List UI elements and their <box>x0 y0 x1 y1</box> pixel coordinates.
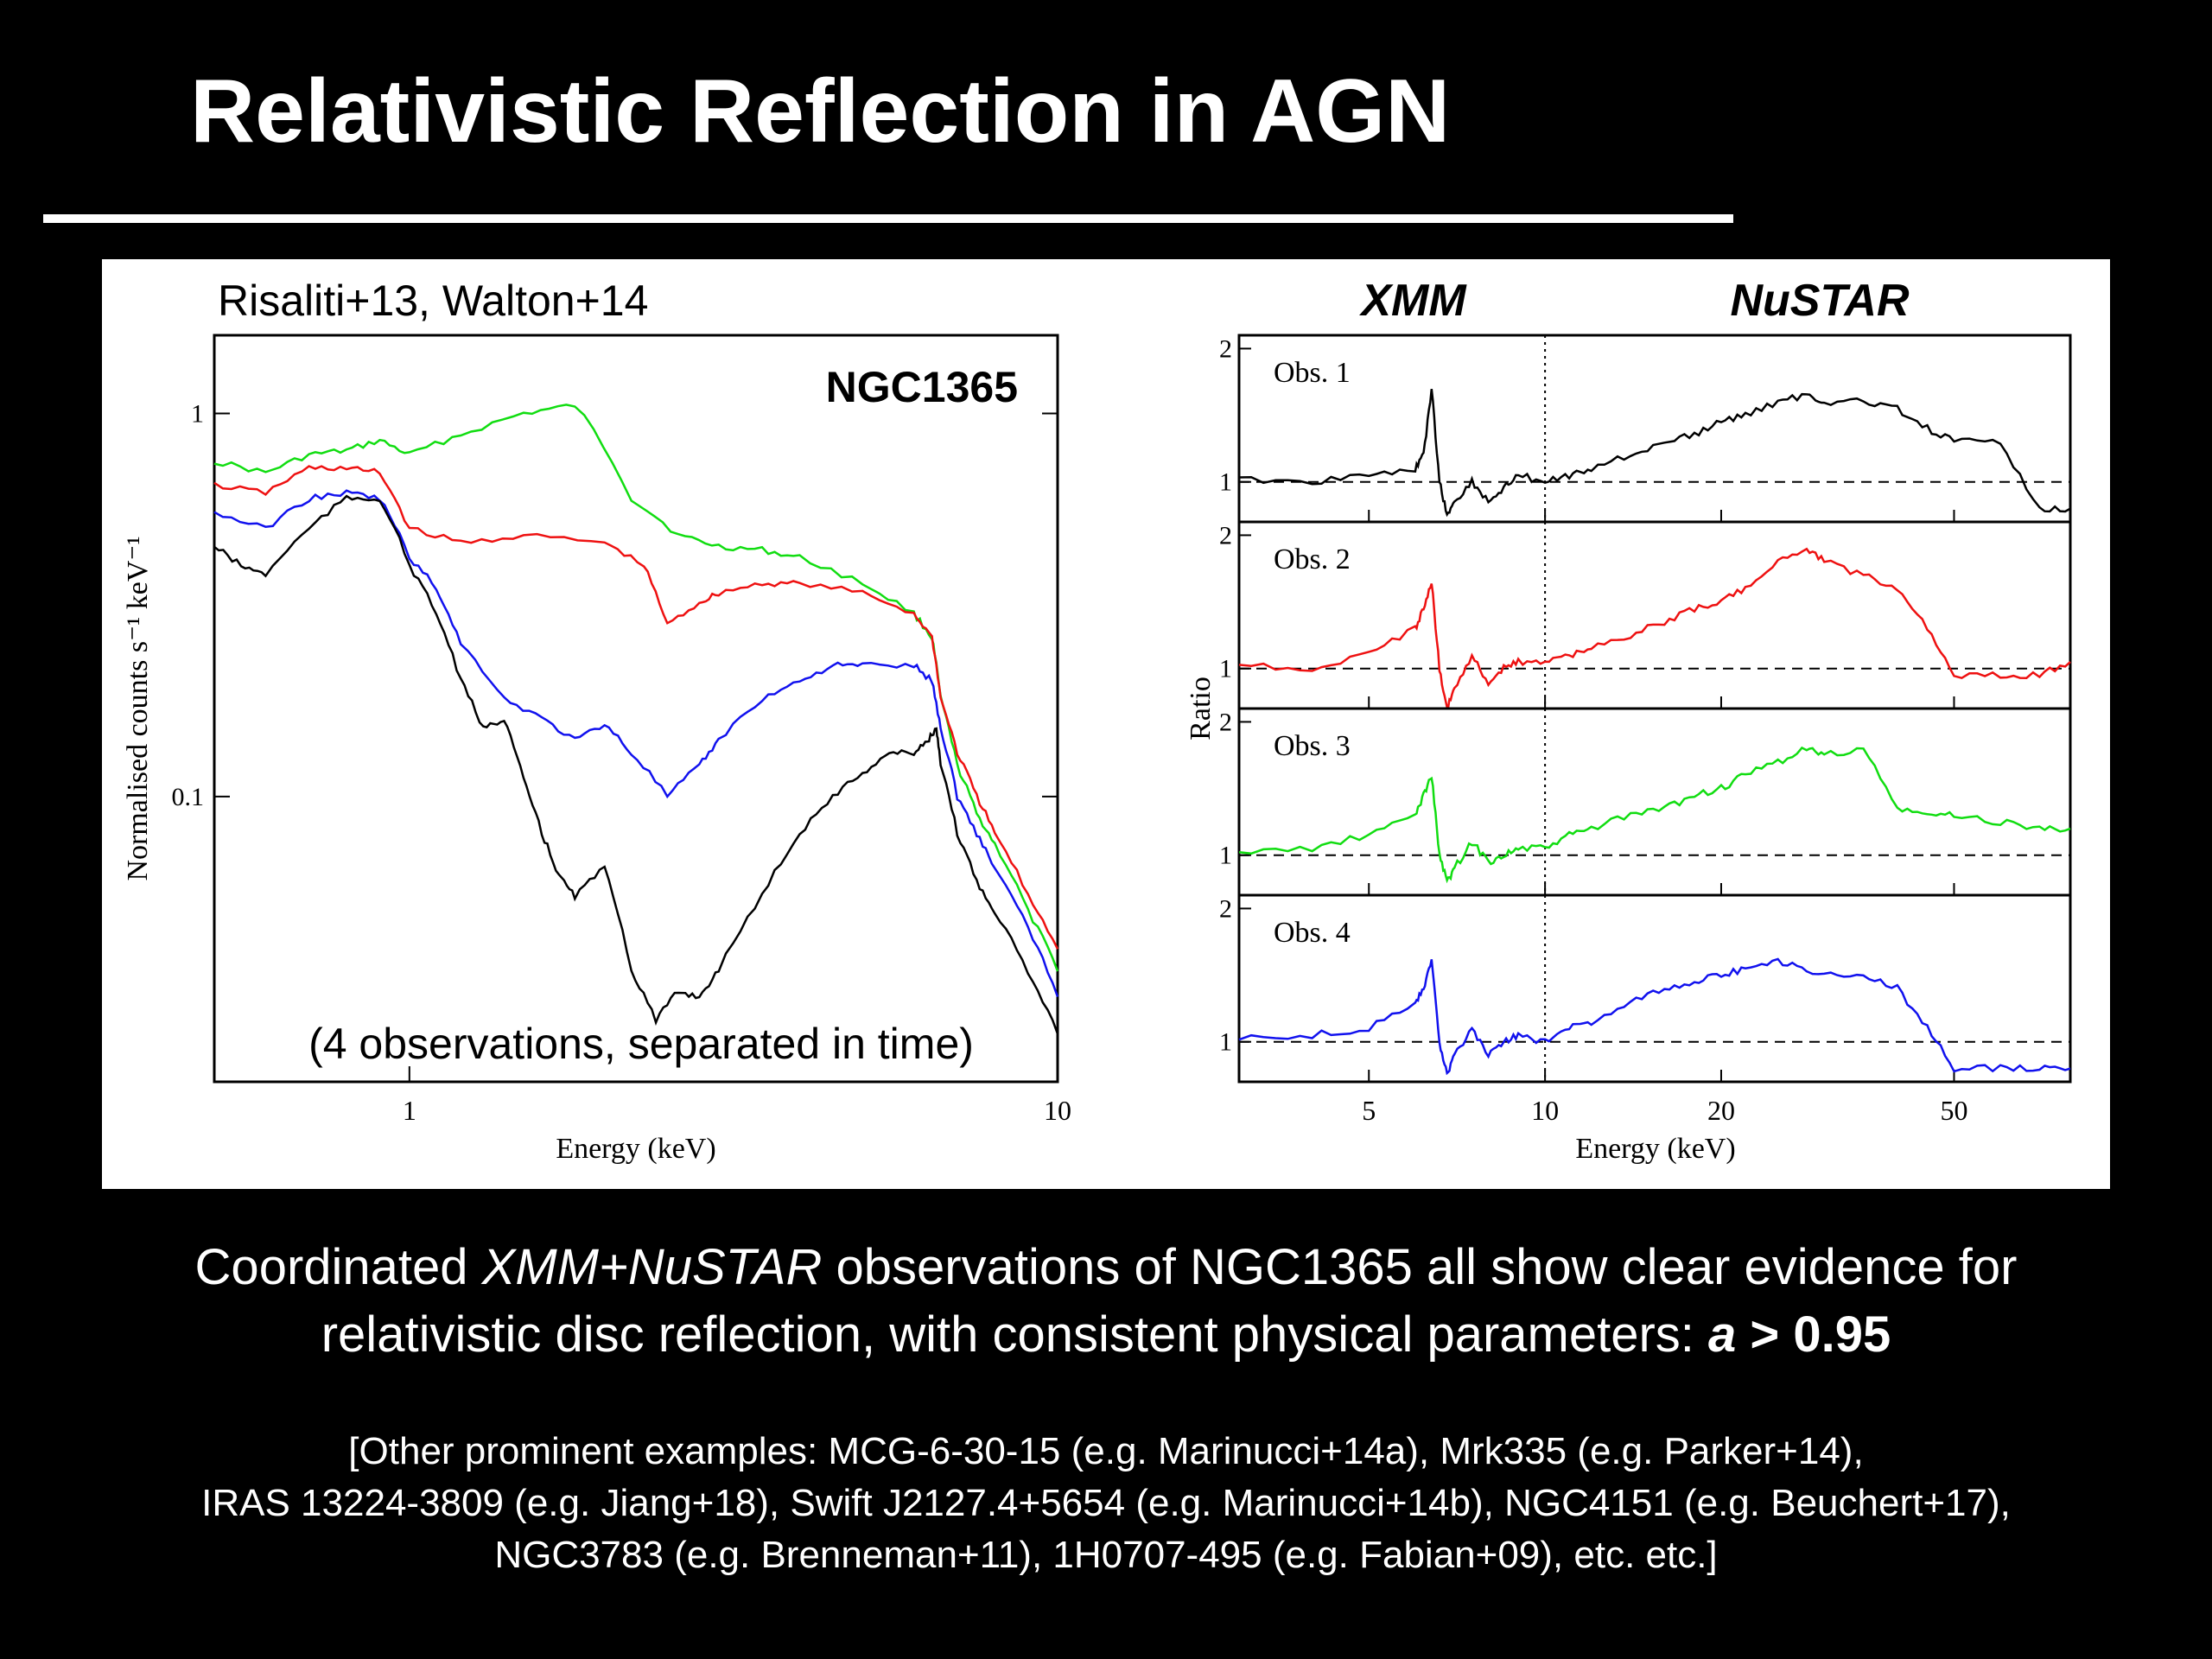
spectrum-line-obs4 <box>213 489 1059 998</box>
spectrum-x-tick-label: 10 <box>1044 1095 1071 1126</box>
slide-title: Relativistic Reflection in AGN <box>190 61 1451 162</box>
ratio-y-tick-label: 2 <box>1219 334 1232 363</box>
xmm-header: XMM <box>1358 276 1467 326</box>
ratio-x-tick-label: 10 <box>1531 1095 1559 1126</box>
ratio-y-tick-label: 2 <box>1219 894 1232 923</box>
ratio-panel-frame <box>1237 334 2072 524</box>
spectrum-y-tick-label: 0.1 <box>172 783 205 811</box>
spectrum-line-obs2 <box>213 465 1059 950</box>
caption-line1-pre: Coordinated <box>194 1239 482 1295</box>
ratio-y-axis-label: Ratio <box>1185 677 1217 741</box>
ratio-x-axis-label: Energy (keV) <box>1575 1133 1735 1165</box>
caption-spin-value: > 0.95 <box>1736 1306 1891 1363</box>
nustar-header: NuSTAR <box>1730 276 1909 326</box>
spectrum-plot-frame <box>213 334 1059 1084</box>
caption: Coordinated XMM+NuSTAR observations of N… <box>52 1234 2160 1369</box>
footnote-line-3: NGC3783 (e.g. Brenneman+11), 1H0707-495 … <box>494 1534 1718 1576</box>
ratio-panel-label: Obs. 1 <box>1274 357 1351 389</box>
ratio-y-tick-label: 2 <box>1219 708 1232 736</box>
ratio-line-obs1 <box>1238 389 2071 518</box>
ratio-panel-label: Obs. 3 <box>1274 730 1351 762</box>
ratio-panel-4: 1 2 Obs. 4 <box>1219 893 2072 1084</box>
footnote-line-1: [Other prominent examples: MCG-6-30-15 (… <box>348 1430 1864 1472</box>
ratio-y-tick-label: 1 <box>1219 842 1232 870</box>
source-name-label: NGC1365 <box>826 363 1018 411</box>
spectrum-y-tick-label: 1 <box>191 399 204 428</box>
ratio-y-tick-label: 2 <box>1219 521 1232 550</box>
spectrum-y-axis-label: Normalised counts s⁻¹ keV⁻¹ <box>122 536 154 880</box>
spectrum-line-obs1 <box>213 494 1059 1035</box>
ratio-panel-label: Obs. 2 <box>1274 543 1351 575</box>
ratio-panel-label: Obs. 4 <box>1274 917 1351 949</box>
caption-line2-pre: relativistic disc reflection, with consi… <box>321 1306 1709 1363</box>
ratio-chart: XMM NuSTAR Energy (keV) Ratio 1 2 Obs. 1 1 2… <box>1185 276 2072 1165</box>
spectrum-x-tick-label: 1 <box>403 1095 416 1126</box>
ratio-y-tick-label: 1 <box>1219 655 1232 683</box>
caption-line-2: relativistic disc reflection, with consi… <box>52 1301 2160 1369</box>
footnote-line-2: IRAS 13224-3809 (e.g. Jiang+18), Swift J… <box>201 1482 2011 1524</box>
spectrum-series-group <box>213 404 1059 1035</box>
spectrum-ticks: 1 10 0.1 1 <box>172 399 1072 1126</box>
ratio-panel-frame <box>1237 893 2072 1084</box>
ratio-panel-3: 1 2 Obs. 3 <box>1219 707 2072 897</box>
figure-panel: Risaliti+13, Walton+14 NGC1365 (4 observ… <box>102 259 2110 1189</box>
ratio-panel-frame <box>1237 707 2072 897</box>
spectrum-chart: Risaliti+13, Walton+14 NGC1365 (4 observ… <box>122 276 1071 1165</box>
ratio-line-obs2 <box>1238 547 2071 709</box>
ratio-panel-frame <box>1237 520 2072 710</box>
figure-svg: Risaliti+13, Walton+14 NGC1365 (4 observ… <box>122 276 2072 1165</box>
ratio-panel-1: 1 2 Obs. 1 <box>1219 334 2072 524</box>
ratio-line-obs4 <box>1238 957 2071 1076</box>
ratio-x-tick-label: 50 <box>1940 1095 1967 1126</box>
title-underline <box>43 214 1733 223</box>
ratio-panels-group: 1 2 Obs. 1 1 2 Obs. 2 1 2 Obs. 3 1 2 Obs. 4 5 10 20 50 <box>1219 334 2072 1126</box>
ratio-x-tick-label: 5 <box>1362 1095 1376 1126</box>
footnote: [Other prominent examples: MCG-6-30-15 (… <box>52 1426 2160 1581</box>
observations-annotation: (4 observations, separated in time) <box>308 1020 974 1068</box>
spectrum-line-obs3 <box>213 404 1059 972</box>
ratio-panel-2: 1 2 Obs. 2 <box>1219 520 2072 710</box>
ratio-x-tick-label: 20 <box>1707 1095 1735 1126</box>
ratio-y-tick-label: 1 <box>1219 1028 1232 1057</box>
caption-line1-instruments: XMM+NuSTAR <box>481 1239 823 1295</box>
caption-line1-post: observations of NGC1365 all show clear e… <box>822 1239 2018 1295</box>
citation-label: Risaliti+13, Walton+14 <box>218 276 648 325</box>
caption-spin-symbol: a <box>1708 1306 1737 1363</box>
caption-line-1: Coordinated XMM+NuSTAR observations of N… <box>52 1234 2160 1301</box>
spectrum-x-axis-label: Energy (keV) <box>556 1133 715 1165</box>
ratio-line-obs3 <box>1238 746 2071 884</box>
ratio-y-tick-label: 1 <box>1219 468 1232 497</box>
